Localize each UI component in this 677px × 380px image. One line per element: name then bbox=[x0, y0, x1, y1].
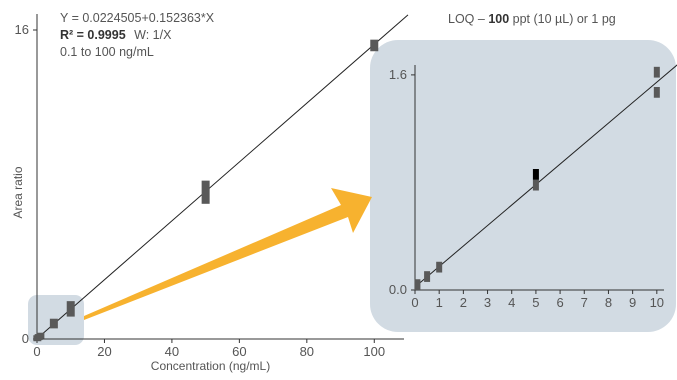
x-tick-label: 10 bbox=[650, 295, 664, 310]
x-tick-label: 6 bbox=[556, 295, 563, 310]
data-point bbox=[653, 66, 660, 78]
data-point bbox=[414, 279, 421, 290]
data-point bbox=[653, 86, 660, 98]
data-point bbox=[370, 39, 379, 52]
x-tick-label: 7 bbox=[581, 295, 588, 310]
x-tick-label: 1 bbox=[436, 295, 443, 310]
x-tick-label: 20 bbox=[97, 344, 111, 359]
x-tick-label: 5 bbox=[532, 295, 539, 310]
y-tick-label: 0 bbox=[22, 331, 29, 346]
inset-panel-background bbox=[370, 40, 676, 332]
regression-line bbox=[414, 64, 677, 288]
data-point bbox=[36, 332, 45, 339]
loq-prefix: LOQ – bbox=[448, 12, 485, 26]
calibration-range: 0.1 to 100 ng/mL bbox=[60, 45, 154, 59]
x-tick-label: 0 bbox=[33, 344, 40, 359]
data-point bbox=[424, 271, 431, 282]
data-point bbox=[49, 318, 58, 329]
data-point bbox=[201, 180, 210, 204]
loq-value: 100 bbox=[488, 12, 510, 26]
data-point bbox=[436, 261, 443, 273]
data-point bbox=[66, 301, 75, 317]
x-tick-label: 8 bbox=[605, 295, 612, 310]
chart-inset: 0 1 2 3 4 5 6 7 8 9 10 0.0 1.6 bbox=[389, 64, 677, 310]
x-tick-label: 80 bbox=[300, 344, 314, 359]
weighting: W: 1/X bbox=[134, 28, 172, 42]
x-tick-label: 4 bbox=[508, 295, 515, 310]
x-tick-label: 9 bbox=[629, 295, 636, 310]
data-point-highlight bbox=[532, 169, 539, 180]
regression-equation: Y = 0.0224505+0.152363*X bbox=[60, 11, 215, 25]
x-tick-label: 60 bbox=[232, 344, 246, 359]
x-tick-label: 40 bbox=[165, 344, 179, 359]
x-tick-label: 0 bbox=[411, 295, 418, 310]
loq-suffix: ppt (10 µL) or 1 pg bbox=[512, 12, 616, 26]
y-axis-title: Area ratio bbox=[11, 166, 25, 218]
equation-block: Y = 0.0224505+0.152363*X R² = 0.9995 W: … bbox=[60, 10, 214, 61]
data-point bbox=[532, 179, 539, 191]
x-tick-label: 2 bbox=[460, 295, 467, 310]
chart-main: 0 20 40 60 80 100 0 16 Concentration (ng/mL) Area… bbox=[11, 14, 409, 373]
x-axis-title: Concentration (ng/mL) bbox=[151, 359, 270, 373]
x-tick-label: 100 bbox=[363, 344, 385, 359]
r2-weight-line: R² = 0.9995 W: 1/X bbox=[60, 27, 214, 44]
y-tick-label: 16 bbox=[15, 22, 29, 37]
x-tick-label: 3 bbox=[484, 295, 491, 310]
y-tick-label: 1.6 bbox=[389, 67, 407, 82]
loq-annotation: LOQ – 100 ppt (10 µL) or 1 pg bbox=[448, 12, 616, 26]
regression-line bbox=[36, 14, 409, 339]
zoom-arrow bbox=[84, 188, 372, 320]
y-tick-label: 0.0 bbox=[389, 282, 407, 297]
r-squared: R² = 0.9995 bbox=[60, 28, 126, 42]
